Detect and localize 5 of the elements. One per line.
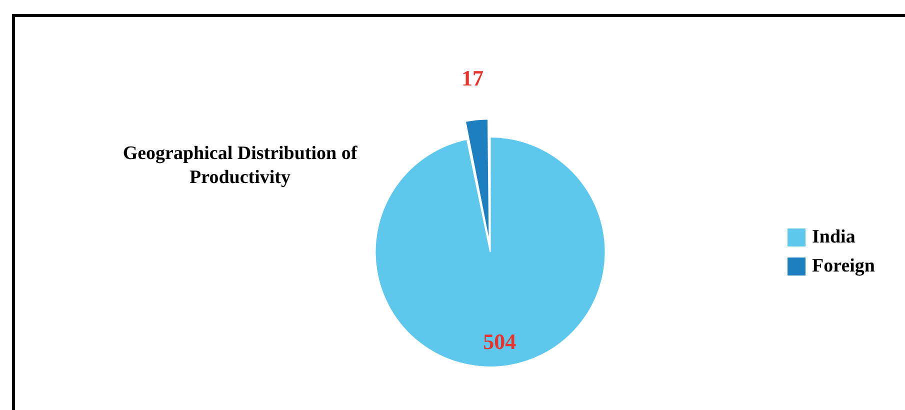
text: Geographical Distribution of Productivity	[122, 142, 358, 190]
data-label: 17	[462, 66, 484, 91]
data-label: 504	[483, 329, 516, 354]
legend-label: Foreign	[812, 255, 876, 276]
legend-label: India	[812, 226, 856, 248]
